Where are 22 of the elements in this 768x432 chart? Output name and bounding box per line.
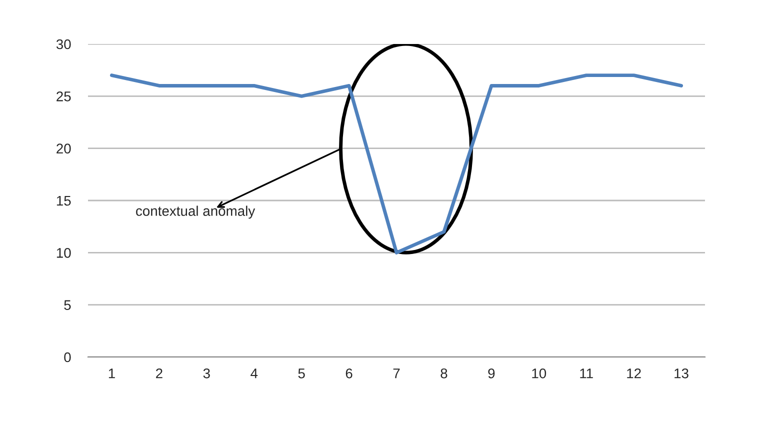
x-tick-label: 6 bbox=[346, 368, 352, 378]
y-tick-label: 10 bbox=[56, 248, 71, 258]
y-tick-label: 5 bbox=[64, 300, 71, 310]
x-tick-label: 10 bbox=[532, 368, 546, 378]
x-tick-label: 1 bbox=[108, 368, 115, 378]
x-tick-label: 5 bbox=[298, 368, 305, 378]
y-tick-label: 30 bbox=[56, 39, 71, 50]
x-tick-label: 9 bbox=[488, 368, 495, 378]
x-tick-label: 13 bbox=[674, 368, 688, 378]
line-series bbox=[110, 74, 684, 254]
y-tick-label: 20 bbox=[56, 144, 71, 154]
x-tick-label: 7 bbox=[393, 368, 400, 378]
x-tick-label: 3 bbox=[203, 368, 210, 378]
annotation: contextual anomaly bbox=[136, 206, 256, 219]
x-tick-label: 12 bbox=[627, 368, 641, 378]
x-tick-label: 8 bbox=[440, 368, 448, 378]
y-tick-label: 15 bbox=[56, 196, 71, 206]
x-tick-label: 11 bbox=[580, 368, 593, 378]
x-tick-label: 4 bbox=[250, 368, 258, 378]
y-tick-label: 0 bbox=[64, 352, 71, 362]
x-tick-label: 2 bbox=[156, 368, 162, 378]
y-tick-label: 25 bbox=[56, 92, 71, 102]
